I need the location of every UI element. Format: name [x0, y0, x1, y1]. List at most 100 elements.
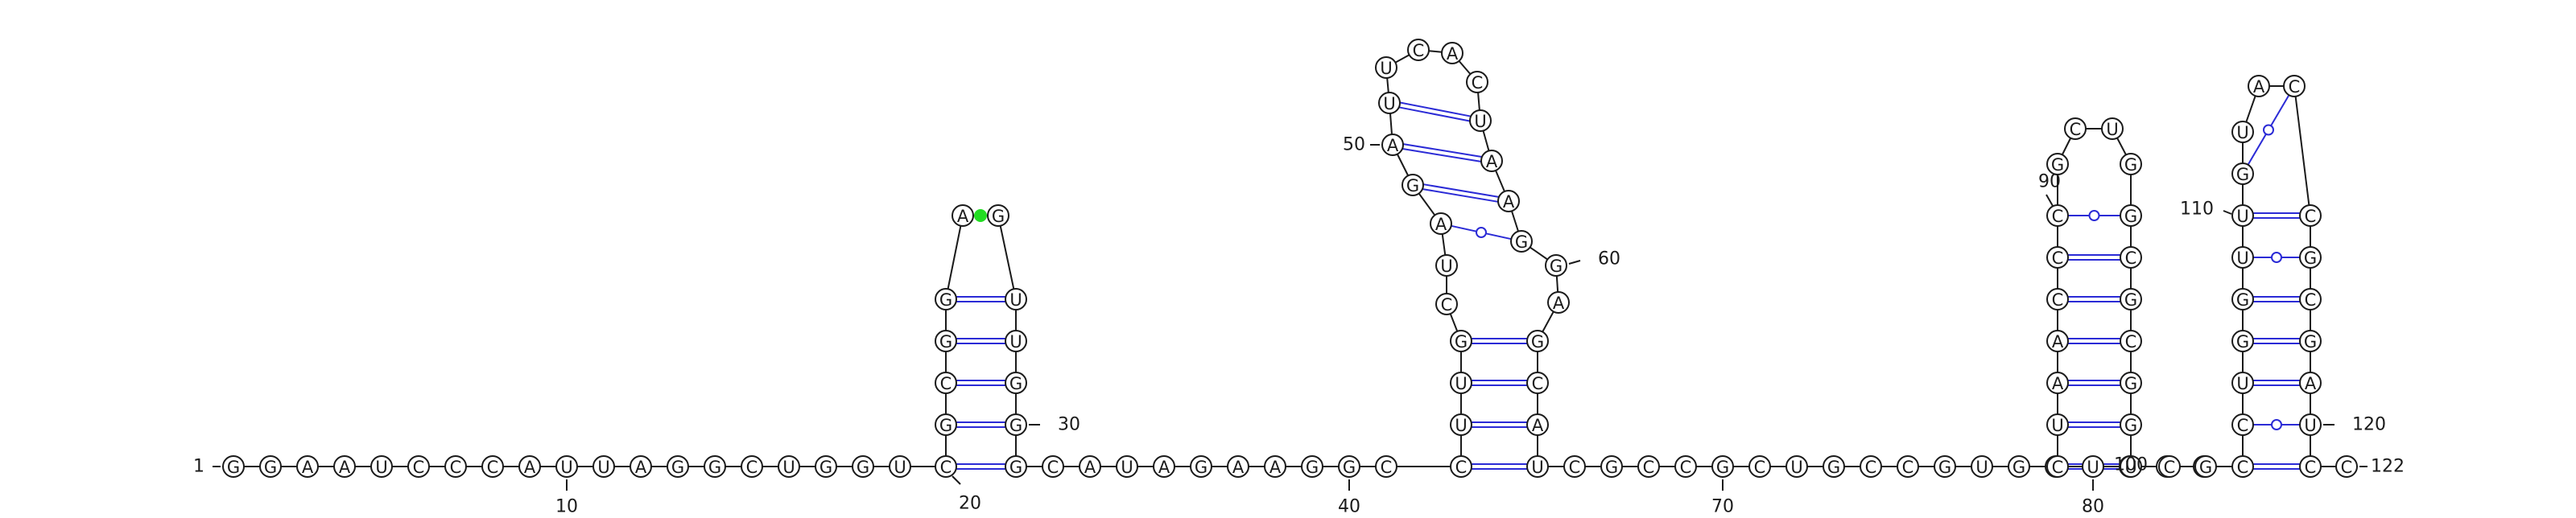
nucleotide-62: G: [1526, 330, 1549, 352]
nucleotide-letter: G: [2199, 458, 2212, 477]
nucleotide-99: G: [2120, 372, 2142, 394]
nucleotide-letter: U: [1383, 94, 1395, 113]
nucleotide-13: G: [667, 455, 689, 478]
nucleotide-letter: U: [1455, 374, 1467, 393]
nucleotide-66: C: [1563, 455, 1586, 478]
nucleotide-16: U: [778, 455, 800, 478]
nucleotide-41: C: [1375, 455, 1397, 478]
nucleotide-35: A: [1153, 455, 1175, 478]
nucleotide-84: C: [2046, 455, 2069, 478]
nucleotide-63: C: [1526, 372, 1549, 394]
nucleotide-letter: U: [2236, 374, 2248, 393]
nucleotide-77: U: [1971, 455, 1993, 478]
position-label: 100: [2114, 455, 2148, 475]
nucleotide-letter: G: [1550, 257, 1563, 276]
nucleotide-61: A: [1547, 291, 1570, 314]
nucleotide-letter: A: [1486, 152, 1498, 171]
nucleotide-17: G: [815, 455, 837, 478]
nucleotide-103: G: [2194, 455, 2217, 478]
nucleotide-letter: G: [857, 458, 869, 477]
nucleotide-96: C: [2120, 246, 2142, 269]
nucleotide-1: G: [222, 455, 245, 478]
nucleotide-letter: U: [2087, 458, 2099, 477]
nucleotide-letter: G: [1009, 458, 1022, 477]
nucleotide-50: A: [1381, 134, 1404, 156]
nucleotide-letter: C: [2052, 290, 2064, 310]
nucleotide-letter: C: [450, 458, 462, 477]
position-label: 40: [1338, 497, 1360, 517]
nucleotide-letter: U: [2236, 249, 2248, 268]
nucleotide-letter: A: [1532, 416, 1544, 435]
nucleotide-32: C: [1042, 455, 1064, 478]
watson-crick-pair-line: [1402, 148, 1481, 162]
nucleotide-71: C: [1748, 455, 1771, 478]
nucleotide-24: G: [935, 288, 957, 310]
nucleotide-letter: G: [2236, 290, 2249, 310]
nucleotide-letter: C: [746, 458, 758, 477]
nucleotide-letter: C: [940, 374, 952, 393]
nucleotide-letter: A: [524, 458, 536, 477]
nucleotide-65: U: [1526, 455, 1549, 478]
watson-crick-pair-line: [1400, 101, 1472, 117]
nucleotide-letter: C: [2125, 249, 2137, 268]
nucleotide-111: G: [2231, 162, 2254, 185]
nucleotide-101: U: [2120, 455, 2142, 478]
nucleotide-70: G: [1711, 455, 1734, 478]
nucleotide-letter: U: [1009, 290, 1022, 310]
nucleotide-letter: G: [2124, 207, 2137, 226]
position-label: 70: [1711, 497, 1734, 517]
nucleotide-letter: C: [2305, 290, 2317, 310]
nucleotide-25: A: [952, 204, 974, 227]
nucleotide-letter: C: [2164, 458, 2176, 477]
nucleotide-47: U: [1435, 254, 1458, 277]
nucleotide-letter: C: [1532, 374, 1544, 393]
nucleotide-117: C: [2299, 288, 2322, 310]
nucleotide-14: G: [704, 455, 726, 478]
nucleotide-letter: G: [1827, 458, 1840, 477]
nucleotide-letter: C: [1680, 458, 1692, 477]
nucleotide-120: U: [2299, 413, 2322, 436]
nucleotide-letter: C: [2237, 416, 2249, 435]
nucleotide-58: A: [1497, 190, 1520, 212]
nucleotide-105: C: [2231, 413, 2254, 436]
nucleotide-letter: A: [2253, 77, 2265, 97]
nucleotide-letter: G: [1009, 416, 1022, 435]
nucleotide-85: U: [2046, 413, 2069, 436]
nucleotide-26: G: [987, 204, 1009, 227]
nucleotide-10: U: [555, 455, 578, 478]
position-label: 20: [959, 494, 981, 514]
nucleotide-letter: U: [1121, 458, 1133, 477]
nucleotide-letter: A: [2052, 332, 2064, 352]
position-label: 1: [193, 457, 204, 477]
nucleotide-letter: C: [2052, 458, 2064, 477]
nucleotide-121: C: [2299, 455, 2322, 478]
nucleotide-letter: C: [2237, 458, 2249, 477]
nucleotide-53: C: [1407, 39, 1430, 61]
nucleotide-letter: G: [939, 416, 952, 435]
nucleotide-40: G: [1338, 455, 1360, 478]
wobble-pair-marker: [1476, 227, 1487, 238]
nucleotide-letter: U: [894, 458, 906, 477]
nucleotide-19: U: [889, 455, 911, 478]
nucleotide-letter: C: [2305, 207, 2317, 226]
nucleotide-letter: A: [1553, 294, 1565, 313]
nucleotide-letter: C: [1381, 458, 1393, 477]
nucleotide-letter: C: [2289, 77, 2301, 97]
nucleotide-113: A: [2248, 75, 2270, 97]
nucleotide-letter: C: [940, 458, 952, 477]
backbone: [233, 49, 2347, 467]
nucleotide-letter: U: [782, 458, 795, 477]
nucleotide-letter: G: [708, 458, 721, 477]
nucleotide-letter: A: [1158, 458, 1170, 477]
nucleotide-95: G: [2120, 204, 2142, 227]
watson-crick-pair-line: [1422, 188, 1498, 203]
nucleotide-112: U: [2231, 121, 2254, 143]
watson-crick-pair-line: [1398, 106, 1470, 122]
nucleotide-letter: G: [2124, 374, 2137, 393]
nucleotide-91: G: [2046, 153, 2069, 175]
backbone-segment: [997, 215, 1017, 300]
nucleotide-letter: C: [1455, 458, 1468, 477]
nucleotide-letter: A: [1269, 458, 1282, 477]
nucleotide-letter: G: [2013, 458, 2025, 477]
